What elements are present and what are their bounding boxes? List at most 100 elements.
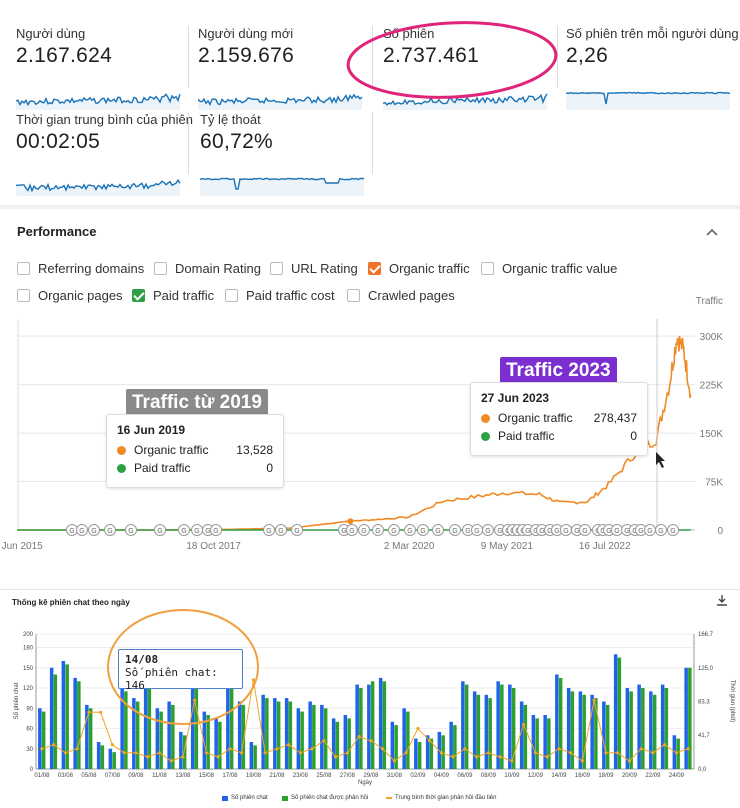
svg-text:G: G — [157, 528, 162, 535]
stat-card-sessions[interactable]: Số phiên 2.737.461 — [383, 26, 548, 114]
line-point — [451, 755, 455, 759]
line-point — [134, 751, 138, 755]
checkbox-organic-pages[interactable]: Organic pages — [17, 288, 123, 303]
bar-chat-sessions — [390, 721, 395, 770]
x-tick-label: 31/08 — [387, 773, 403, 779]
bar-chat-responded — [194, 674, 199, 769]
checkbox-label: URL Rating — [291, 261, 358, 276]
svg-text:G: G — [128, 528, 133, 535]
chevron-up-icon[interactable] — [706, 223, 718, 239]
bar-chat-sessions — [684, 667, 688, 770]
x-tick-label: 04/09 — [434, 773, 450, 779]
x-tick-label: 09/08 — [128, 773, 144, 779]
svg-text:G: G — [79, 528, 84, 535]
stat-label: Người dùng — [16, 26, 86, 41]
y-tick-label: 0 — [717, 526, 723, 537]
bar-chat-sessions — [120, 688, 124, 769]
bar-chat-sessions — [261, 694, 265, 770]
line-point — [686, 747, 690, 751]
line-point — [75, 747, 79, 751]
tooltip-value: 146 — [125, 679, 145, 692]
svg-text:G: G — [614, 528, 619, 535]
line-point — [228, 747, 232, 751]
svg-text:G: G — [624, 528, 629, 535]
bar-chat-responded — [488, 698, 492, 769]
line-point — [146, 755, 150, 759]
stat-card-users[interactable]: Người dùng 2.167.624 — [16, 26, 181, 114]
checkbox-crawled-pages[interactable]: Crawled pages — [347, 288, 455, 303]
checkbox-domain-rating[interactable]: Domain Rating — [154, 261, 261, 276]
stat-card-avg-session[interactable]: Thời gian trung bình của phiên 00:02:05 — [16, 112, 193, 200]
checkbox-url-rating[interactable]: URL Rating — [270, 261, 358, 276]
annotation-marker-icon: G — [178, 524, 190, 536]
checkbox-referring-domains[interactable]: Referring domains — [17, 261, 144, 276]
annotation-marker-icon: G — [263, 524, 275, 536]
bar-chat-sessions — [378, 677, 383, 769]
line-point — [475, 755, 479, 759]
bar-chat-responded — [417, 742, 422, 769]
bar-chat-responded — [135, 701, 140, 769]
y-tick-label: 150K — [700, 429, 724, 440]
line-point — [40, 747, 44, 751]
stat-value: 2.159.676 — [198, 44, 295, 67]
line-point — [216, 755, 220, 759]
bar-chat-responded — [253, 745, 257, 769]
line-point — [334, 755, 338, 759]
stat-value: 60,72% — [200, 130, 274, 153]
badge-2023: Traffic 2023 — [500, 357, 617, 385]
x-tick-label: 14/09 — [551, 773, 567, 779]
line-point — [580, 759, 585, 763]
tooltip-label: Số phiên chat: — [125, 666, 218, 679]
bar-chat-sessions — [602, 701, 606, 769]
line-point — [169, 759, 173, 763]
annotation-marker-icon: G — [104, 524, 116, 536]
sparkline — [200, 177, 364, 196]
bar-chat-responded — [218, 721, 222, 770]
checkbox-organic-traffic-value[interactable]: Organic traffic value — [481, 261, 617, 276]
svg-text:G: G — [181, 528, 186, 535]
svg-text:G: G — [205, 528, 210, 535]
y-tick-label: 90 — [26, 706, 33, 712]
bar-chat-sessions — [308, 701, 312, 769]
svg-text:G: G — [485, 528, 490, 535]
y-tick-label: 60 — [26, 727, 33, 733]
line-point — [639, 747, 643, 751]
checkbox-paid-traffic[interactable]: Paid traffic — [132, 288, 214, 303]
series-value: 13,528 — [236, 443, 273, 457]
line-point — [193, 698, 197, 702]
stat-card-bounce-rate[interactable]: Tỷ lệ thoát 60,72% — [200, 112, 365, 200]
y-right-tick-label: 41,7 — [698, 733, 710, 739]
sparkline-path — [198, 93, 363, 107]
bar-chat-responded — [300, 711, 304, 769]
y-tick-label: 75K — [705, 478, 723, 489]
divider — [372, 112, 373, 174]
stat-card-new-users[interactable]: Người dùng mới 2.159.676 — [198, 26, 363, 114]
svg-text:G: G — [391, 528, 396, 535]
stat-card-sessions-per-user[interactable]: Số phiên trên mỗi người dùng 2,26 — [566, 26, 739, 114]
y-tick-label: 30 — [26, 747, 33, 753]
y-axis-label: Traffic — [696, 296, 723, 307]
bar-chat-sessions — [167, 701, 171, 769]
stat-value: 2,26 — [566, 44, 609, 67]
annotation-marker-icon: G — [611, 524, 623, 536]
bar-chat-sessions — [355, 684, 359, 769]
line-point — [663, 743, 667, 747]
y-right-axis-label: Thời gian (phút) — [729, 680, 735, 723]
x-axis-label: Ngày — [358, 780, 372, 786]
x-tick-label: 11/08 — [152, 773, 167, 779]
annotation-marker-icon: G — [655, 524, 667, 536]
bar-chat-responded — [582, 694, 586, 770]
line-point — [627, 759, 632, 763]
line-point — [404, 751, 408, 755]
svg-text:G: G — [563, 528, 568, 535]
bar-chat-responded — [241, 704, 246, 769]
svg-text:G: G — [474, 528, 479, 535]
sparkline-area — [566, 92, 730, 110]
bar-chat-sessions — [96, 742, 101, 769]
checkbox-paid-traffic-cost[interactable]: Paid traffic cost — [225, 288, 335, 303]
legend-item: Trung bình thời gian phản hồi đầu tiên — [386, 795, 496, 801]
download-icon[interactable] — [716, 594, 728, 609]
svg-text:G: G — [278, 528, 283, 535]
checkbox-organic-traffic[interactable]: Organic traffic — [368, 261, 470, 276]
y-right-tick-label: 125,0 — [698, 666, 714, 672]
